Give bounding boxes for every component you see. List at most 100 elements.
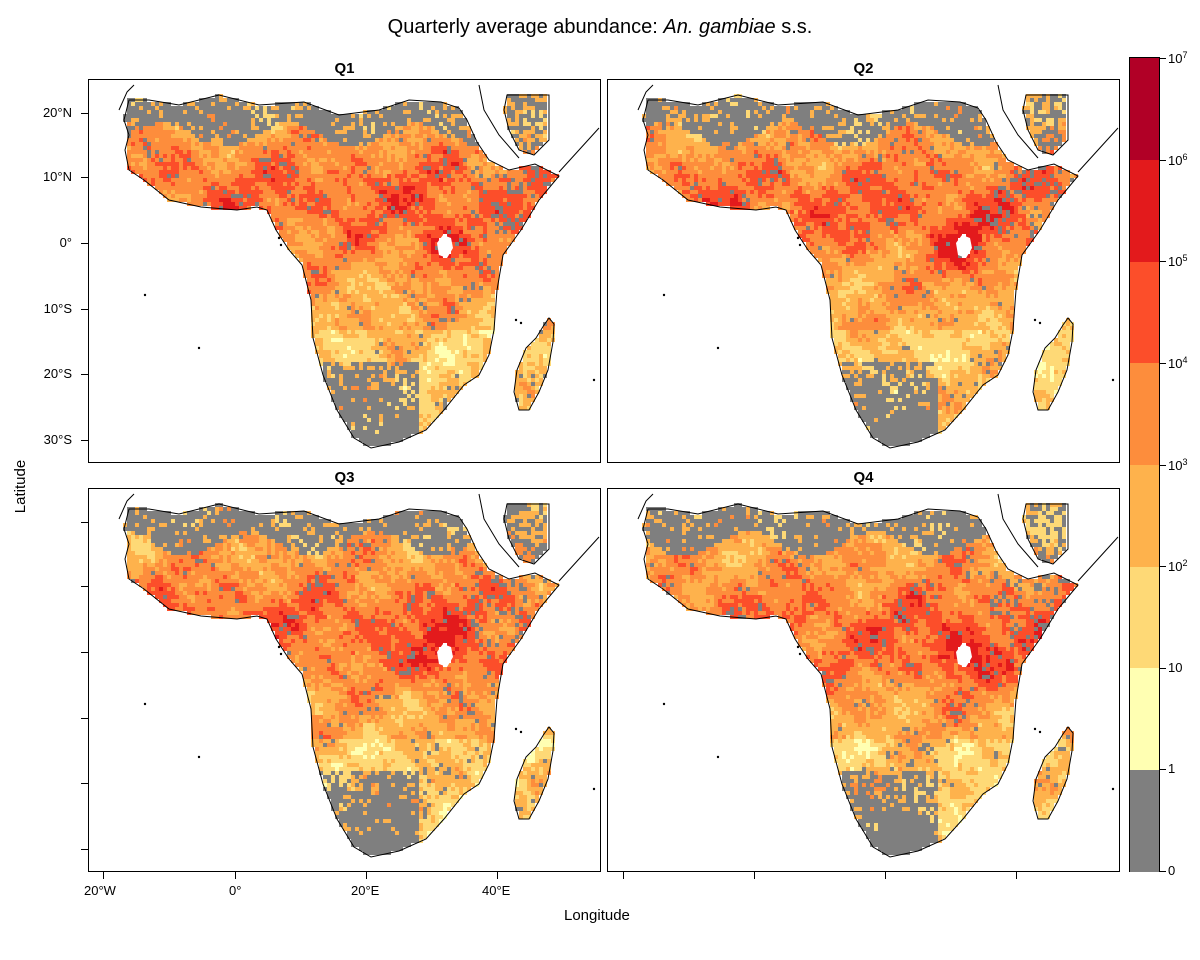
abundance-cell [387,298,391,302]
abundance-cell [479,170,483,174]
abundance-cell [459,346,463,350]
abundance-cell [379,358,383,362]
abundance-cell [239,162,243,166]
abundance-cell [151,166,155,170]
abundance-cell [431,178,435,182]
abundance-cell [531,170,535,174]
abundance-cell [299,150,303,154]
abundance-cell [479,286,483,290]
abundance-cell [327,110,331,114]
abundance-cell [331,294,335,298]
abundance-cell [395,326,399,330]
abundance-cell [307,202,311,206]
abundance-cell [427,214,431,218]
abundance-cell [435,390,439,394]
abundance-cell [323,214,327,218]
abundance-cell [363,358,367,362]
abundance-cell [127,106,131,110]
abundance-cell [211,154,215,158]
abundance-cell [311,130,315,134]
abundance-cell [387,314,391,318]
abundance-cell [355,390,359,394]
abundance-cell [311,126,315,130]
abundance-cell [455,230,459,234]
abundance-cell [351,218,355,222]
abundance-cell [183,186,187,190]
abundance-cell [403,190,407,194]
abundance-cell [143,166,147,170]
abundance-cell [127,114,131,118]
abundance-cell [491,294,495,298]
abundance-cell [439,150,443,154]
abundance-cell [215,134,219,138]
abundance-cell [519,366,523,370]
abundance-cell [535,378,539,382]
abundance-cell [343,390,347,394]
abundance-cell [207,110,211,114]
abundance-cell [235,190,239,194]
abundance-cell [319,230,323,234]
abundance-cell [399,162,403,166]
abundance-cell [511,222,515,226]
abundance-cell [319,134,323,138]
abundance-cell [427,246,431,250]
abundance-cell [303,206,307,210]
abundance-cell [411,286,415,290]
abundance-cell [307,222,311,226]
abundance-cell [491,330,495,334]
abundance-cell [195,190,199,194]
abundance-cell [359,286,363,290]
abundance-cell [479,310,483,314]
abundance-cell [527,358,531,362]
abundance-cell [163,106,167,110]
abundance-cell [439,286,443,290]
abundance-cell [139,102,143,106]
abundance-cell [423,250,427,254]
abundance-cell [363,242,367,246]
abundance-cell [191,170,195,174]
abundance-cell [515,94,519,98]
abundance-cell [399,394,403,398]
abundance-cell [271,134,275,138]
abundance-cell [263,158,267,162]
abundance-cell [331,350,335,354]
abundance-cell [239,190,243,194]
abundance-cell [399,222,403,226]
abundance-cell [231,130,235,134]
abundance-cell [355,214,359,218]
abundance-cell [487,254,491,258]
abundance-cell [455,146,459,150]
abundance-cell [415,114,419,118]
abundance-cell [379,158,383,162]
abundance-cell [431,130,435,134]
abundance-cell [319,194,323,198]
abundance-cell [331,358,335,362]
abundance-cell [155,166,159,170]
abundance-cell [367,250,371,254]
abundance-cell [495,226,499,230]
abundance-cell [331,198,335,202]
abundance-cell [423,158,427,162]
abundance-cell [431,214,435,218]
abundance-cell [399,210,403,214]
abundance-cell [363,258,367,262]
abundance-cell [359,298,363,302]
abundance-cell [159,134,163,138]
abundance-cell [463,334,467,338]
abundance-cell [435,146,439,150]
abundance-cell [527,106,531,110]
abundance-cell [527,202,531,206]
abundance-cell [443,370,447,374]
abundance-cell [535,190,539,194]
abundance-cell [483,230,487,234]
abundance-cell [487,330,491,334]
abundance-cell [427,170,431,174]
abundance-cell [499,258,503,262]
abundance-cell [147,102,151,106]
abundance-cell [291,194,295,198]
abundance-cell [219,106,223,110]
abundance-cell [215,202,219,206]
abundance-cell [359,282,363,286]
abundance-cell [391,262,395,266]
abundance-cell [355,330,359,334]
